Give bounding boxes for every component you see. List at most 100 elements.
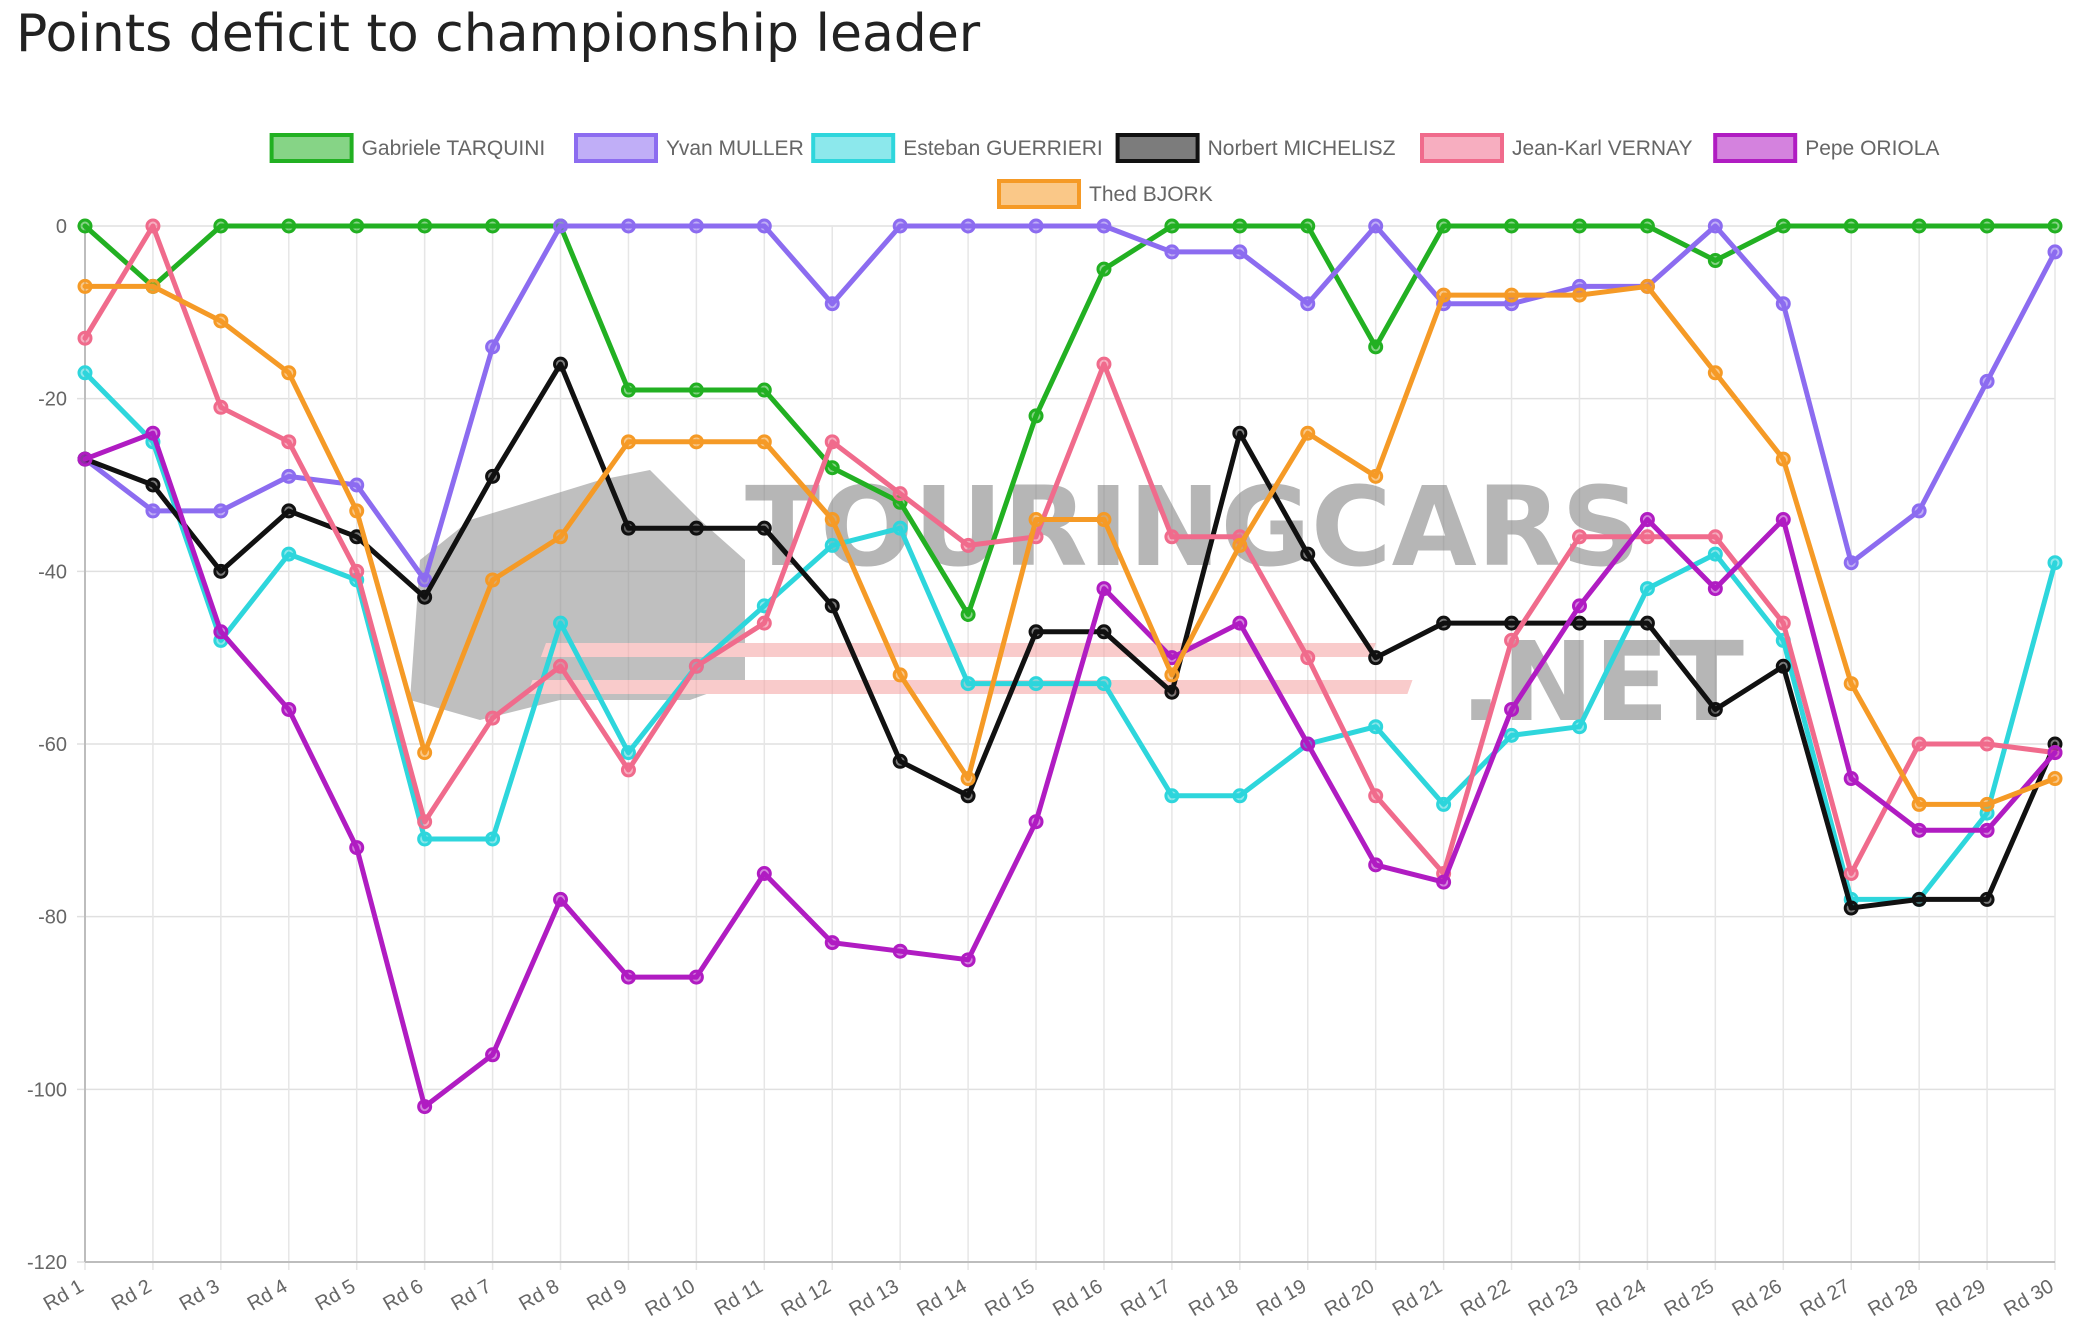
x-tick-label: Rd 18 xyxy=(1185,1275,1242,1321)
x-tick-label: Rd 14 xyxy=(913,1275,970,1321)
data-point xyxy=(213,313,229,329)
data-point xyxy=(1164,667,1180,683)
data-point xyxy=(485,218,501,234)
x-tick-label: Rd 8 xyxy=(515,1275,563,1315)
data-point xyxy=(485,1047,501,1063)
x-tick-label: Rd 1 xyxy=(40,1275,88,1315)
legend-label: Pepe ORIOLA xyxy=(1805,137,1939,160)
data-point xyxy=(1843,771,1859,787)
x-tick-label: Rd 29 xyxy=(1932,1275,1989,1321)
data-point xyxy=(281,503,297,519)
data-point xyxy=(1979,373,1995,389)
data-point xyxy=(213,563,229,579)
data-point xyxy=(1368,218,1384,234)
x-tick-label: Rd 2 xyxy=(108,1275,156,1315)
data-point xyxy=(960,788,976,804)
data-point xyxy=(281,365,297,381)
legend-item[interactable]: Esteban GUERRIERI xyxy=(811,133,1103,163)
data-point xyxy=(1639,218,1655,234)
data-point xyxy=(145,503,161,519)
x-tick-label: Rd 25 xyxy=(1661,1275,1718,1321)
data-point xyxy=(1571,529,1587,545)
y-tick-label: -20 xyxy=(38,389,67,411)
data-point xyxy=(892,520,908,536)
data-point xyxy=(688,434,704,450)
data-point xyxy=(553,658,569,674)
data-point xyxy=(485,710,501,726)
data-point xyxy=(1707,581,1723,597)
data-point xyxy=(349,840,365,856)
legend-item[interactable]: Thed BJORK xyxy=(997,179,1213,209)
watermark-text: TOURINGCARS xyxy=(745,463,1641,591)
data-point xyxy=(1843,555,1859,571)
x-tick-label: Rd 23 xyxy=(1525,1275,1582,1321)
legend-swatch xyxy=(574,133,658,163)
data-point xyxy=(1300,296,1316,312)
data-point xyxy=(2047,555,2063,571)
data-point xyxy=(1504,615,1520,631)
legend-item[interactable]: Norbert MICHELISZ xyxy=(1115,133,1396,163)
data-point xyxy=(417,1099,433,1115)
x-tick-label: Rd 26 xyxy=(1729,1275,1786,1321)
data-point xyxy=(281,434,297,450)
legend-item[interactable]: Pepe ORIOLA xyxy=(1713,133,1939,163)
data-point xyxy=(485,572,501,588)
x-tick-label: Rd 3 xyxy=(176,1275,224,1315)
data-point xyxy=(1707,365,1723,381)
legend-item[interactable]: Yvan MULLER xyxy=(574,133,804,163)
data-point xyxy=(620,382,636,398)
data-point xyxy=(756,866,772,881)
data-point xyxy=(1096,512,1112,528)
x-tick-label: Rd 10 xyxy=(642,1275,699,1321)
data-point xyxy=(417,589,433,605)
data-point xyxy=(620,762,636,778)
data-point xyxy=(1911,822,1927,838)
data-point xyxy=(1368,857,1384,873)
watermark-car-shape xyxy=(410,470,745,720)
data-point xyxy=(417,814,433,830)
legend-swatch xyxy=(811,133,896,163)
data-point xyxy=(688,520,704,536)
data-point xyxy=(1911,796,1927,812)
y-tick-label: -80 xyxy=(38,907,67,929)
data-point xyxy=(485,468,501,484)
data-point xyxy=(1775,451,1791,467)
data-point xyxy=(688,658,704,674)
legend-item[interactable]: Jean-Karl VERNAY xyxy=(1420,133,1693,163)
data-point xyxy=(1979,796,1995,812)
data-point xyxy=(1096,261,1112,277)
data-point xyxy=(1911,891,1927,907)
data-point xyxy=(1232,788,1248,804)
data-point xyxy=(1232,537,1248,553)
data-point xyxy=(824,598,840,614)
data-point xyxy=(1843,900,1859,916)
data-point xyxy=(1368,719,1384,735)
data-point xyxy=(824,460,840,476)
x-tick-label: Rd 13 xyxy=(845,1275,902,1321)
y-tick-label: -40 xyxy=(38,561,67,583)
data-point xyxy=(349,563,365,579)
data-point xyxy=(1164,529,1180,545)
legend-item[interactable]: Gabriele TARQUINI xyxy=(269,133,546,163)
data-point xyxy=(756,434,772,450)
data-point xyxy=(1436,218,1452,234)
data-point xyxy=(1775,512,1791,528)
x-tick-label: Rd 16 xyxy=(1049,1275,1106,1321)
x-tick-label: Rd 24 xyxy=(1593,1275,1650,1321)
data-point xyxy=(1571,719,1587,735)
data-point xyxy=(824,296,840,312)
data-point xyxy=(2047,745,2063,761)
data-point xyxy=(213,218,229,234)
data-point xyxy=(1436,287,1452,303)
data-point xyxy=(1843,866,1859,881)
data-point xyxy=(1911,503,1927,519)
y-tick-label: -60 xyxy=(38,734,67,756)
legend-swatch xyxy=(1420,133,1504,163)
data-point xyxy=(1300,546,1316,562)
x-tick-label: Rd 15 xyxy=(981,1275,1038,1321)
data-point xyxy=(1707,529,1723,545)
x-tick-label: Rd 17 xyxy=(1117,1275,1174,1321)
data-point xyxy=(553,356,569,372)
series-line xyxy=(82,430,2058,1110)
data-point xyxy=(77,451,93,467)
